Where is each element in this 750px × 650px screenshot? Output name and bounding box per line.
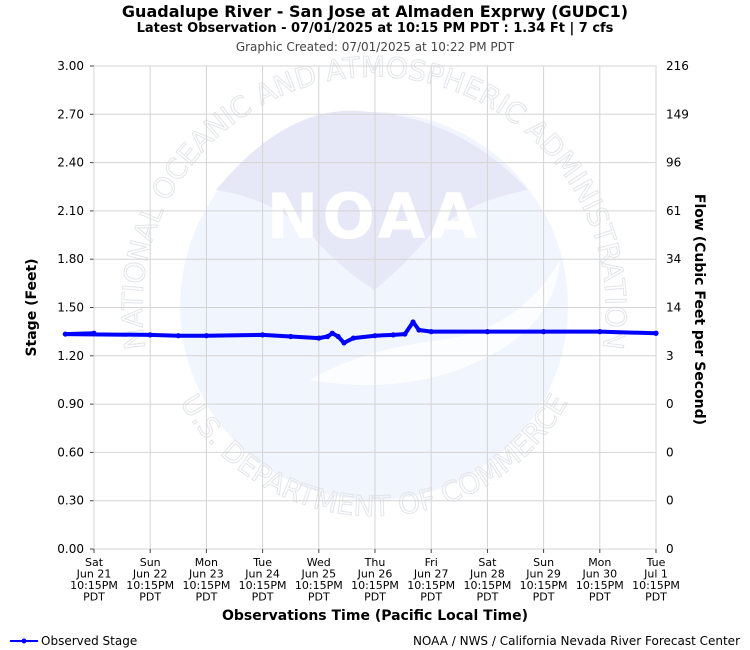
y-tick-label: 2.40 [57,156,84,170]
data-point [390,332,396,338]
x-tick-label: Tue Jun 24 10:15PM PDT [239,556,287,604]
y2-tick-label: 149 [666,107,689,121]
x-tick-label: Tue Jul 1 10:15PM PDT [632,556,680,604]
x-axis-label: Observations Time (Pacific Local Time) [222,608,528,624]
x-tick-label: Mon Jun 30 10:15PM PDT [576,556,624,604]
y-tick-label: 2.10 [57,204,84,218]
y2-tick-label: 3 [666,349,674,363]
y-tick-label: 0.30 [57,494,84,508]
data-point [350,335,356,341]
data-point [324,333,331,340]
x-tick-label: Wed Jun 25 10:15PM PDT [295,556,343,604]
data-point [372,333,378,339]
data-point [653,330,659,336]
y2-tick-label: 61 [666,204,681,218]
data-point [484,329,490,335]
x-tick-label: Thu Jun 26 10:15PM PDT [351,556,399,604]
data-point [203,333,209,339]
y2-tick-label: 0 [666,494,674,508]
y2-tick-label: 0 [666,445,674,459]
chart-subtitle: Latest Observation - 07/01/2025 at 10:15… [136,21,614,36]
watermark-wave-shape [310,260,560,385]
y-tick-label: 0.60 [57,445,84,459]
y-tick-label: 1.50 [57,301,84,315]
watermark-logo-text: NOAA [267,180,482,253]
y2-tick-label: 0 [666,397,674,411]
chart-title: Guadalupe River - San Jose at Almaden Ex… [121,2,629,21]
x-tick-label: Sun Jun 29 10:15PM PDT [520,556,568,604]
legend-label: Observed Stage [41,634,138,648]
data-point [91,330,97,336]
x-tick-label: Mon Jun 23 10:15PM PDT [182,556,230,604]
y-tick-label: 1.80 [57,252,84,266]
graphic-created-text: Graphic Created: 07/01/2025 at 10:22 PM … [235,40,515,54]
data-point [402,331,408,337]
y2-tick-label: 34 [666,252,681,266]
data-point [541,329,547,335]
data-point [341,340,347,346]
watermark-gull-shape [216,110,528,291]
data-point [62,331,68,337]
data-point [410,319,416,325]
data-point [175,333,181,339]
data-point [288,333,294,340]
data-point [597,329,603,335]
credit-text: NOAA / NWS / California Nevada River For… [412,634,740,648]
y-axis-label: Stage (Feet) [24,258,40,356]
y-tick-label: 0.00 [57,542,84,556]
y2-tick-label: 0 [666,542,674,556]
x-tick-label: Sat Jun 28 10:15PM PDT [463,556,511,604]
y2-tick-label: 216 [666,59,689,73]
y-tick-label: 2.70 [57,107,84,121]
x-tick-label: Sun Jun 22 10:15PM PDT [126,556,174,604]
data-point [260,332,266,338]
y2-axis-label: Flow (Cubic Feet per Second) [691,194,707,425]
y-tick-label: 3.00 [57,59,84,73]
data-point [329,330,335,336]
y2-tick-label: 96 [666,156,681,170]
data-point [316,335,322,341]
legend-line-marker-icon [10,638,38,644]
y-tick-label: 1.20 [57,349,84,363]
data-point [416,327,422,333]
x-tick-label: Fri Jun 27 10:15PM PDT [407,556,455,604]
data-point [428,329,434,335]
y2-tick-label: 14 [666,301,681,315]
x-tick-label: Sat Jun 21 10:15PM PDT [70,556,118,604]
y-tick-label: 0.90 [57,397,84,411]
data-point [335,333,341,340]
legend: Observed Stage [10,634,137,648]
data-point [147,332,153,338]
